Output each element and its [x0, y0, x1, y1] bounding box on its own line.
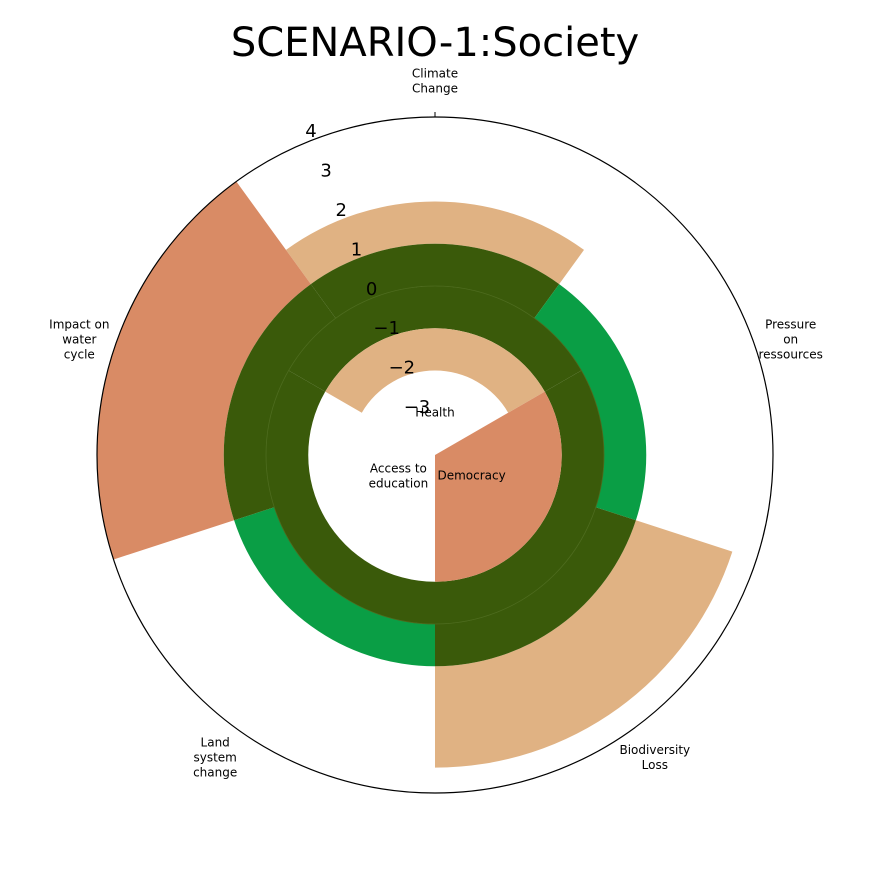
- ring-divider: [265, 285, 605, 625]
- r-tick-label: 3: [320, 160, 331, 181]
- r-tick-label: 1: [351, 239, 362, 260]
- safe-band: [288, 286, 582, 392]
- labels: Climate Change Pressure on ressources Biodive…: [49, 66, 823, 779]
- chart-title: SCENARIO-1:Society: [231, 20, 639, 66]
- wedges: [97, 181, 733, 768]
- boundary-bar: [97, 181, 311, 560]
- safe-band: [265, 370, 435, 624]
- boundary-bar: [534, 284, 647, 521]
- safe-band: [435, 370, 604, 624]
- r-tick-label: 2: [336, 200, 347, 221]
- boundary-bar: [234, 507, 435, 667]
- category-label: Impact on water cycle: [49, 317, 109, 361]
- social-bar: [325, 328, 545, 413]
- category-label: Pressure on ressources: [758, 317, 822, 361]
- safe-band: [435, 507, 636, 667]
- category-label: Biodiversity Loss: [619, 743, 690, 772]
- r-tick-label: 0: [366, 279, 377, 300]
- boundary-bar: [435, 520, 733, 768]
- r-tick-label: 4: [305, 121, 316, 142]
- category-label: Health: [415, 405, 454, 419]
- social-bar: [435, 391, 562, 582]
- r-tick-label: −2: [389, 358, 416, 379]
- category-label: Climate Change: [412, 66, 458, 95]
- category-label: Democracy: [437, 469, 505, 483]
- category-label: Land system change: [193, 735, 237, 779]
- safe-band: [223, 284, 336, 521]
- r-tick-label: −1: [373, 318, 400, 339]
- safe-band: [310, 243, 560, 319]
- category-label: Access to education: [369, 461, 429, 490]
- boundary-bar: [285, 201, 585, 285]
- r-tick-label: −3: [404, 397, 431, 418]
